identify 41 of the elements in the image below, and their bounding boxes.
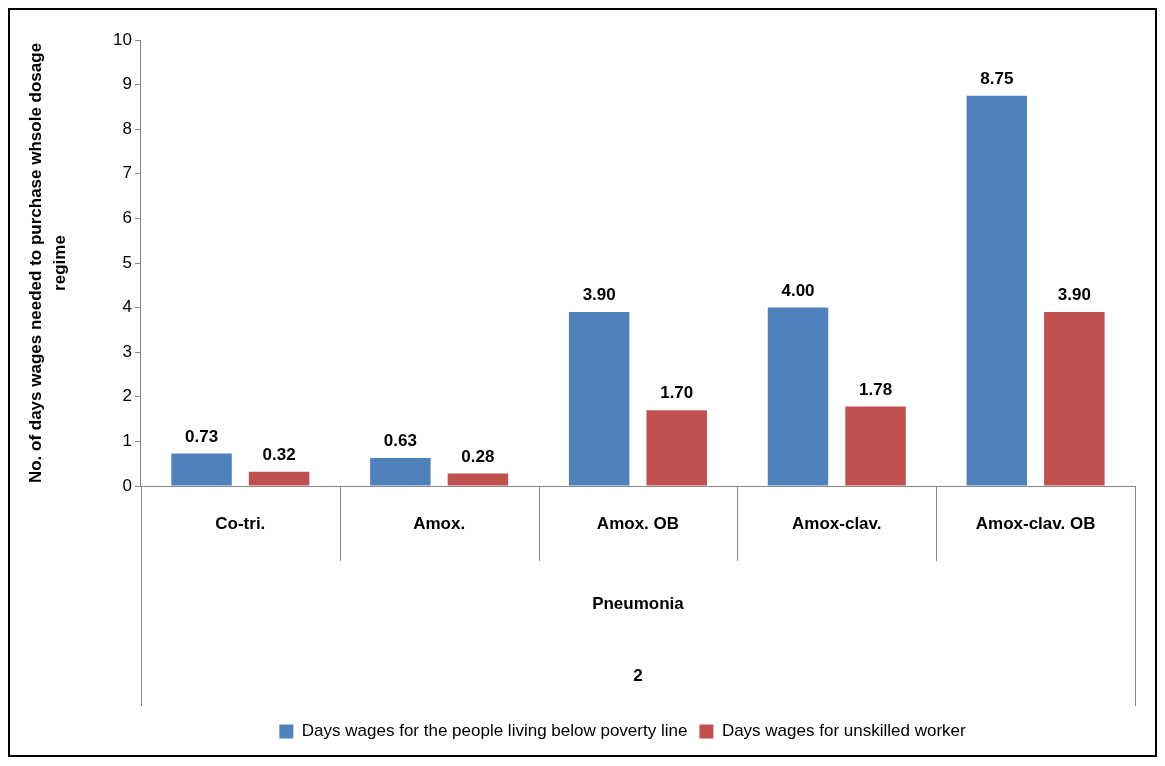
bar (1044, 312, 1105, 486)
y-tick-label: 10 (112, 29, 132, 49)
data-label: 0.32 (262, 444, 296, 464)
y-axis-title: No. of days wages needed to purchase whsole dosage regime (25, 42, 69, 484)
bar (845, 406, 906, 486)
data-label: 3.90 (1057, 285, 1091, 305)
y-tick-label: 1 (122, 431, 132, 451)
data-label: 3.90 (582, 285, 616, 305)
bar (248, 471, 310, 486)
data-label: 8.75 (980, 68, 1014, 88)
text: 2 (633, 665, 643, 685)
legend-label: Days wages for the people living below poverty line (301, 721, 688, 741)
x-tick-label: Amox-clav. OB (975, 513, 1096, 533)
y-tick-label: 7 (122, 163, 132, 183)
y-tick-label: 4 (122, 297, 132, 317)
y-tick-label: 6 (122, 208, 132, 228)
y-tick-label: 9 (122, 74, 132, 94)
x-tick-label: Amox. (413, 513, 466, 533)
x-tick-label: Amox. OB (596, 513, 680, 533)
bar (767, 307, 829, 486)
y-tick-label: 2 (122, 386, 132, 406)
bar (447, 473, 509, 486)
x-tick-label: Amox-clav. (792, 513, 882, 533)
bar (966, 95, 1028, 486)
data-label: 0.73 (185, 426, 219, 446)
data-label: 0.63 (383, 431, 417, 451)
bar (568, 312, 630, 486)
legend-label: Days wages for unskilled worker (721, 721, 966, 741)
data-label: 0.28 (461, 446, 495, 466)
data-label: 1.70 (660, 383, 694, 403)
bar (370, 457, 431, 486)
data-label: 1.78 (859, 379, 893, 399)
bar (171, 453, 232, 486)
x-tick-label: Co-tri. (215, 513, 266, 533)
y-tick-label: 0 (122, 475, 132, 495)
bar (646, 410, 707, 486)
y-tick-label: 8 (122, 118, 132, 138)
data-label: 4.00 (781, 280, 815, 300)
y-tick-label: 5 (122, 252, 132, 272)
y-tick-label: 3 (122, 341, 132, 361)
x-axis-title: Pneumonia (592, 593, 685, 613)
